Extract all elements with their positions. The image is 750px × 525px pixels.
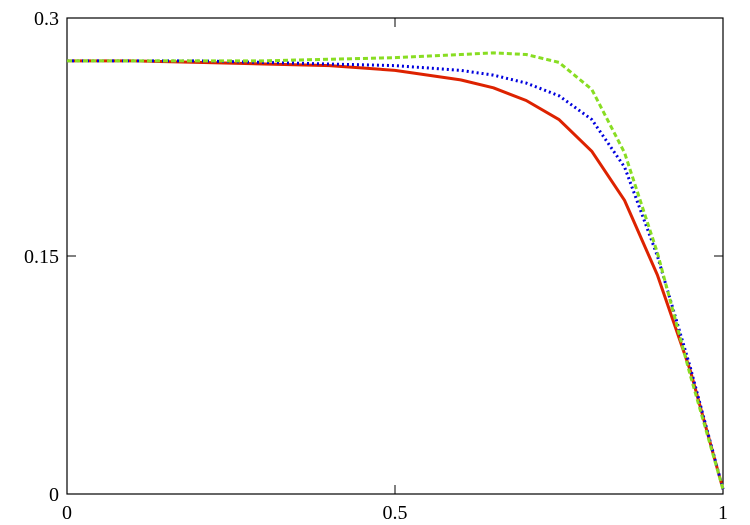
y-tick-label: 0.3 bbox=[34, 8, 59, 30]
series-line bbox=[67, 51, 725, 490]
y-tick-label: 0.15 bbox=[24, 246, 59, 268]
x-tick-label: 1 bbox=[718, 502, 728, 524]
y-tick-label: 0 bbox=[49, 484, 59, 506]
x-tick-label: 0 bbox=[62, 502, 72, 524]
series-line bbox=[67, 59, 725, 490]
plot-frame bbox=[66, 17, 724, 495]
x-tick-label: 0.5 bbox=[383, 502, 408, 524]
series-line bbox=[67, 59, 725, 490]
